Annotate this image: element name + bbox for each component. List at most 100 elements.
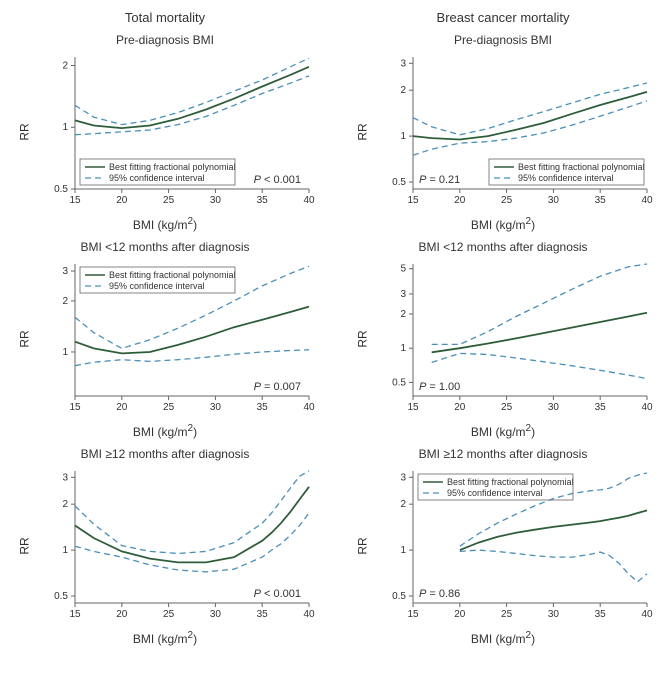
svg-text:20: 20 (116, 609, 128, 620)
svg-text:0.5: 0.5 (392, 177, 406, 188)
svg-text:25: 25 (163, 609, 175, 620)
svg-text:35: 35 (595, 402, 607, 413)
panel-p22: BMI <12 months after diagnosisRR15202530… (346, 234, 660, 441)
svg-text:2: 2 (400, 499, 406, 510)
svg-text:0.5: 0.5 (54, 591, 68, 602)
legend: Best fitting fractional polynomial95% co… (489, 159, 645, 185)
svg-text:15: 15 (407, 609, 419, 620)
main-curve (460, 510, 647, 550)
ci-lower-curve (413, 101, 647, 155)
main-curve (75, 307, 309, 354)
svg-text:2: 2 (62, 499, 68, 510)
p-value-label: P = 1.00 (419, 381, 460, 393)
svg-text:3: 3 (400, 472, 406, 483)
svg-text:1: 1 (62, 347, 68, 358)
x-axis-label: BMI (kg/m2) (471, 630, 535, 646)
chart-svg: 1520253035400.5123Best fitting fractiona… (375, 463, 655, 628)
chart-svg: 152025303540123Best fitting fractional p… (37, 256, 317, 421)
p-value-label: P < 0.001 (254, 174, 301, 186)
svg-text:35: 35 (595, 609, 607, 620)
svg-text:0.5: 0.5 (54, 184, 68, 195)
figure-grid: Total mortality Breast cancer mortality … (8, 8, 660, 648)
svg-text:2: 2 (400, 309, 406, 320)
svg-text:Best fitting fractional polyno: Best fitting fractional polynomial (109, 270, 236, 280)
x-axis-label: BMI (kg/m2) (471, 216, 535, 232)
ci-lower-curve (432, 353, 647, 378)
main-curve (432, 313, 647, 353)
chart-svg: 15 20 25 30 35 40 0.5 1 2 Best fitting fractional… (37, 49, 317, 214)
svg-text:40: 40 (303, 195, 315, 206)
x-axis-label: BMI (kg/m2) (133, 216, 197, 232)
panel-title: BMI ≥12 months after diagnosis (81, 447, 250, 461)
svg-text:20: 20 (116, 402, 128, 413)
ci-upper-curve (432, 264, 647, 344)
panel-title: Pre-diagnosis BMI (454, 33, 552, 47)
panel-p32: BMI ≥12 months after diagnosisRR15202530… (346, 441, 660, 648)
svg-text:15: 15 (69, 195, 81, 206)
svg-text:Best fitting fractional polyno: Best fitting fractional polynomial (109, 162, 236, 172)
panel-p11: Pre-diagnosis BMIRR1520253035400.512Best… (8, 27, 322, 234)
chart-svg: 1520253035400.5123Best fitting fractiona… (375, 49, 655, 214)
svg-text:25: 25 (163, 402, 175, 413)
col-title-left: Total mortality (8, 8, 322, 27)
panel-p12: Pre-diagnosis BMIRR1520253035400.5123Bes… (346, 27, 660, 234)
svg-text:30: 30 (548, 609, 560, 620)
svg-text:3: 3 (62, 472, 68, 483)
svg-text:95% confidence interval: 95% confidence interval (447, 488, 543, 498)
svg-text:30: 30 (210, 609, 222, 620)
svg-text:2: 2 (400, 85, 406, 96)
svg-text:40: 40 (641, 195, 653, 206)
ci-lower-curve (75, 76, 309, 135)
y-axis-label: RR (13, 256, 37, 421)
svg-text:2: 2 (62, 296, 68, 307)
svg-text:15: 15 (407, 402, 419, 413)
svg-text:40: 40 (641, 402, 653, 413)
svg-text:25: 25 (501, 195, 513, 206)
col-title-right: Breast cancer mortality (346, 8, 660, 27)
svg-text:20: 20 (454, 195, 466, 206)
svg-text:40: 40 (303, 402, 315, 413)
panel-title: BMI <12 months after diagnosis (418, 240, 587, 254)
main-curve (75, 67, 309, 128)
ci-lower-curve (460, 550, 647, 582)
svg-text:0.5: 0.5 (392, 591, 406, 602)
main-curve (75, 487, 309, 563)
svg-text:35: 35 (257, 195, 269, 206)
svg-text:15: 15 (407, 195, 419, 206)
svg-text:20: 20 (454, 609, 466, 620)
svg-text:40: 40 (641, 609, 653, 620)
svg-text:30: 30 (548, 195, 560, 206)
ci-upper-curve (75, 471, 309, 554)
svg-text:15: 15 (69, 402, 81, 413)
chart-svg: 1520253035400.51235P = 1.00 (375, 256, 655, 421)
panel-p31: BMI ≥12 months after diagnosisRR15202530… (8, 441, 322, 648)
svg-text:35: 35 (595, 195, 607, 206)
svg-text:Best fitting fractional polyno: Best fitting fractional polynomial (518, 162, 645, 172)
svg-text:25: 25 (501, 402, 513, 413)
svg-text:Best fitting fractional polyno: Best fitting fractional polynomial (447, 477, 574, 487)
svg-text:30: 30 (210, 195, 222, 206)
svg-text:1: 1 (62, 545, 68, 556)
svg-text:30: 30 (210, 402, 222, 413)
y-axis-label: RR (351, 256, 375, 421)
svg-text:20: 20 (116, 195, 128, 206)
svg-text:3: 3 (400, 58, 406, 69)
y-axis-label: RR (13, 49, 37, 214)
legend: Best fitting fractional polynomial95% co… (80, 159, 236, 185)
chart-svg: 1520253035400.5123P < 0.001 (37, 463, 317, 628)
svg-text:35: 35 (257, 402, 269, 413)
svg-text:95% confidence interval: 95% confidence interval (109, 281, 205, 291)
panel-p21: BMI <12 months after diagnosisRR15202530… (8, 234, 322, 441)
y-axis-label: RR (351, 49, 375, 214)
svg-text:0.5: 0.5 (392, 377, 406, 388)
p-value-label: P = 0.007 (254, 381, 301, 393)
svg-text:95% confidence interval: 95% confidence interval (109, 173, 205, 183)
svg-text:1: 1 (62, 122, 68, 133)
y-axis-label: RR (13, 463, 37, 628)
svg-text:2: 2 (62, 60, 68, 71)
svg-text:25: 25 (163, 195, 175, 206)
svg-text:1: 1 (400, 545, 406, 556)
svg-text:40: 40 (303, 609, 315, 620)
p-value-label: P < 0.001 (254, 588, 301, 600)
x-axis-label: BMI (kg/m2) (133, 630, 197, 646)
